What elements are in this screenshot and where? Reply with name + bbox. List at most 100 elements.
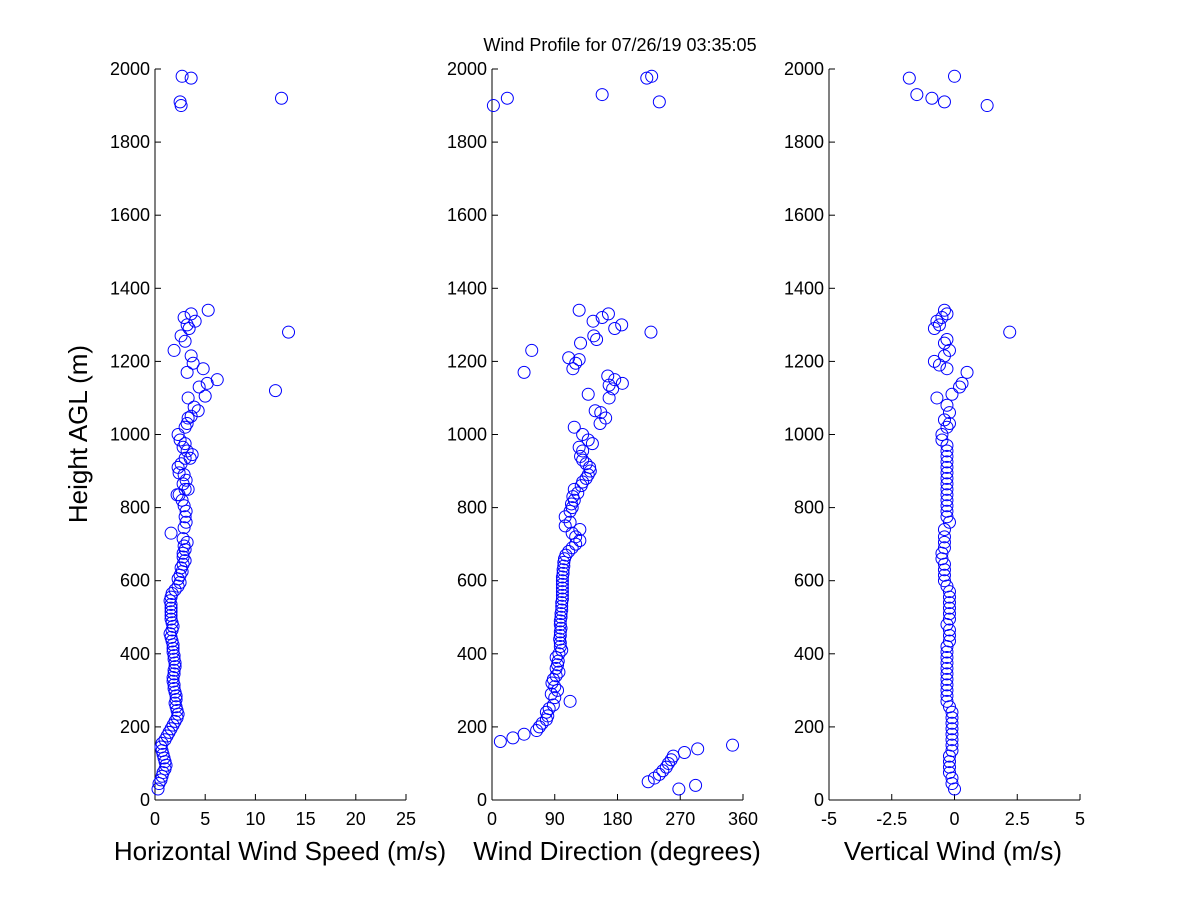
- data-point: [940, 449, 954, 463]
- data-point: [960, 365, 974, 379]
- data-point: [940, 499, 954, 513]
- data-point: [556, 566, 570, 580]
- data-point: [555, 585, 569, 599]
- data-point: [581, 387, 595, 401]
- data-point: [166, 718, 180, 732]
- data-point: [567, 420, 581, 434]
- data-point: [585, 437, 599, 451]
- data-point: [572, 353, 586, 367]
- data-point: [945, 744, 959, 758]
- data-point: [178, 420, 192, 434]
- data-point: [927, 354, 941, 368]
- data-point: [601, 307, 615, 321]
- x-tick-label: 2.5: [1005, 809, 1030, 829]
- data-point: [555, 592, 569, 606]
- x-tick-label: 0: [150, 809, 160, 829]
- data-point: [581, 468, 595, 482]
- data-point: [548, 680, 562, 694]
- data-point: [942, 760, 956, 774]
- data-point: [164, 526, 178, 540]
- data-point: [608, 373, 622, 387]
- data-point: [940, 488, 954, 502]
- data-point: [942, 634, 956, 648]
- subplot-vertical-wind: Vertical Wind (m/s) 0 200 400 600 800 1000 120…: [784, 59, 1085, 866]
- data-point: [573, 523, 587, 537]
- data-point: [167, 682, 181, 696]
- data-point: [184, 71, 198, 85]
- data-point: [691, 742, 705, 756]
- data-point: [937, 336, 951, 350]
- y-tick-label: 0: [140, 790, 150, 810]
- data-point: [164, 722, 178, 736]
- data-point: [726, 738, 740, 752]
- data-point: [940, 510, 954, 524]
- data-point: [167, 652, 181, 666]
- data-point: [645, 69, 659, 83]
- data-point: [173, 433, 187, 447]
- data-point: [177, 311, 191, 325]
- data-point: [955, 376, 969, 390]
- data-point: [937, 95, 951, 109]
- data-point: [945, 733, 959, 747]
- y-tick-label: 400: [794, 644, 824, 664]
- data-point: [661, 756, 675, 770]
- data-point: [549, 669, 563, 683]
- y-tick-label: 800: [457, 498, 487, 518]
- data-point: [606, 382, 620, 396]
- data-point: [940, 694, 954, 708]
- data-point: [583, 460, 597, 474]
- data-point: [689, 778, 703, 792]
- data-point: [940, 466, 954, 480]
- data-point: [555, 588, 569, 602]
- y-tick-label: 800: [794, 498, 824, 518]
- y-tick-label: 1000: [110, 425, 150, 445]
- data-point: [171, 428, 185, 441]
- data-point: [594, 406, 608, 420]
- data-point: [180, 535, 194, 549]
- y-tick-label: 0: [477, 790, 487, 810]
- data-point: [171, 460, 185, 474]
- y-tick-label: 1600: [110, 205, 150, 225]
- data-point: [167, 667, 181, 681]
- y-axis-label: Height AGL (m): [63, 345, 93, 523]
- data-point: [282, 325, 296, 339]
- data-point: [940, 650, 954, 664]
- data-point: [177, 499, 191, 513]
- data-point: [942, 596, 956, 610]
- x-axis-label-wind-direction: Wind Direction (degrees): [473, 836, 761, 866]
- data-point: [574, 336, 588, 350]
- data-point: [275, 91, 289, 105]
- data-point: [542, 702, 556, 716]
- data-point: [546, 698, 560, 712]
- data-point: [180, 444, 194, 458]
- data-point: [184, 307, 198, 321]
- data-point: [587, 329, 601, 343]
- data-point: [940, 460, 954, 474]
- data-point: [588, 404, 602, 418]
- data-point: [940, 661, 954, 675]
- data-point: [169, 692, 183, 706]
- y-tick-label: 1400: [784, 278, 824, 298]
- data-point: [564, 497, 578, 511]
- x-tick-label: 180: [602, 809, 632, 829]
- data-point: [659, 760, 673, 774]
- data-point: [940, 477, 954, 491]
- data-point: [177, 539, 191, 553]
- data-point: [576, 428, 590, 441]
- y-tick-label: 2000: [784, 59, 824, 79]
- data-point: [942, 766, 956, 780]
- data-point: [945, 738, 959, 752]
- data-point: [180, 365, 194, 379]
- y-tick-label: 600: [120, 571, 150, 591]
- y-tick-label: 200: [794, 717, 824, 737]
- data-point: [177, 521, 191, 535]
- data-point: [486, 99, 500, 113]
- data-point: [525, 343, 539, 357]
- data-point: [574, 449, 588, 463]
- data-point: [268, 384, 282, 398]
- y-tick-label: 1200: [784, 351, 824, 371]
- data-point: [151, 782, 165, 796]
- data-point: [168, 714, 182, 728]
- x-tick-label: -5: [821, 809, 837, 829]
- x-tick-label: 5: [200, 809, 210, 829]
